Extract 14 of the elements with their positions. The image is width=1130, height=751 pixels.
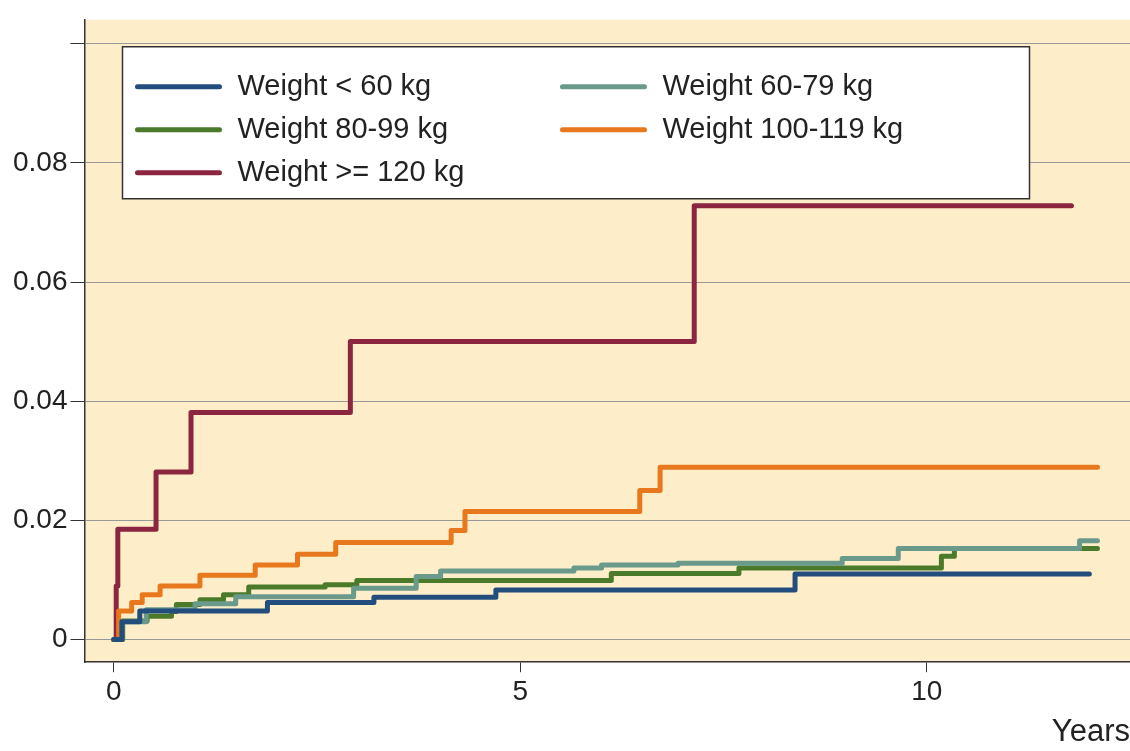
x-tick-label: 5 <box>512 674 529 706</box>
y-tick-label: 0.04 <box>13 383 68 415</box>
y-tick-label: 0.06 <box>13 264 68 296</box>
x-tick-label: 0 <box>105 674 122 706</box>
legend-label: Weight 80-99 kg <box>237 111 449 144</box>
legend-label: Weight < 60 kg <box>237 68 432 101</box>
x-axis-title: Years <box>1051 712 1130 748</box>
y-tick-label: 0 <box>51 622 68 654</box>
y-tick-label: 0.02 <box>13 503 68 535</box>
legend-label: Weight 100-119 kg <box>662 111 904 144</box>
x-tick-label: 10 <box>911 674 943 706</box>
y-tick-label: 0.08 <box>13 145 68 177</box>
legend-label: Weight >= 120 kg <box>237 154 465 187</box>
legend-label: Weight 60-79 kg <box>662 68 874 101</box>
